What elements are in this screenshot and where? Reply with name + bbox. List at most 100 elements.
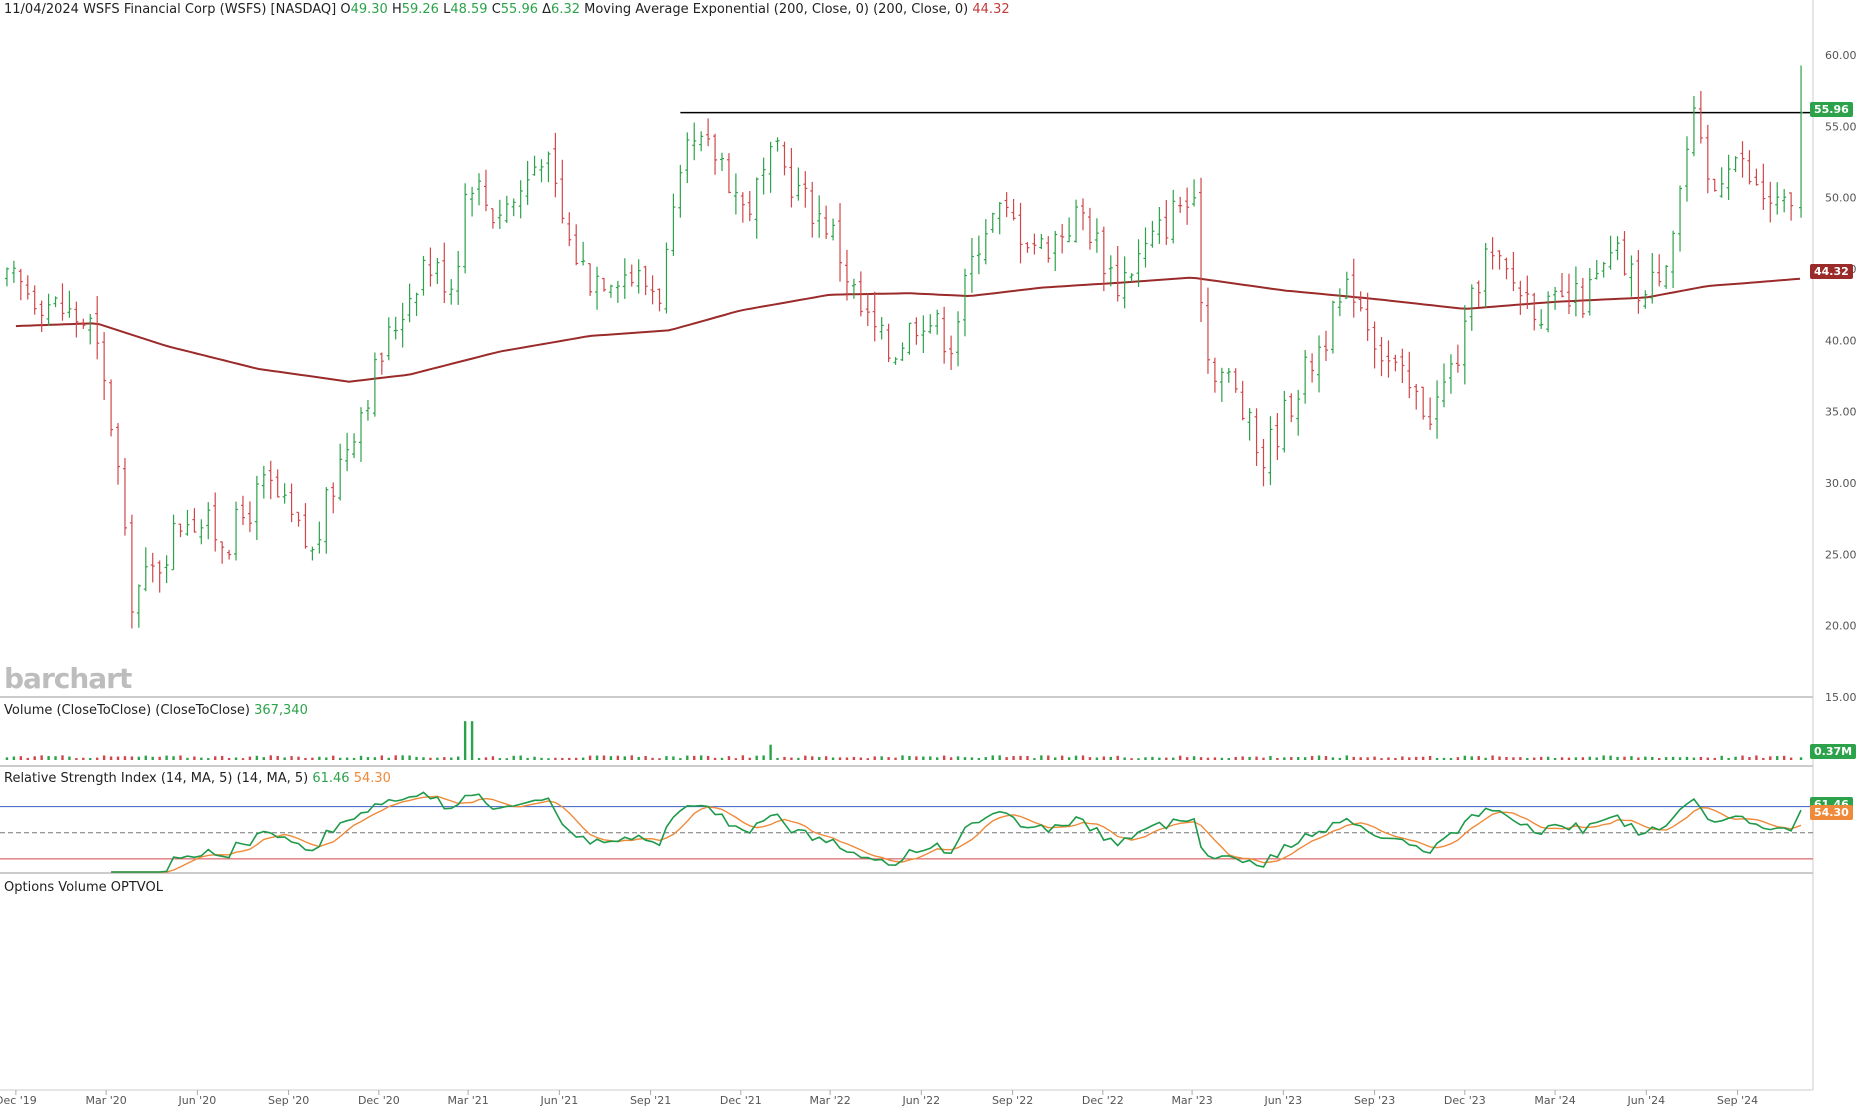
volume-bar: [1331, 757, 1335, 760]
volume-bar: [61, 755, 64, 760]
volume-bar: [75, 758, 78, 760]
volume-bar: [1234, 756, 1237, 760]
volume-bar: [179, 755, 182, 760]
volume-bar: [1799, 757, 1803, 760]
volume-bar: [207, 758, 210, 760]
open-label: O: [340, 2, 351, 17]
ma-label[interactable]: Moving Average Exponential (200, Close, …: [584, 2, 869, 17]
rsi-value: 61.46: [312, 771, 350, 786]
volume-bar: [1047, 755, 1050, 760]
volume-bar: [734, 758, 738, 760]
y-tick-label: 20.00: [1825, 620, 1857, 633]
rsi-params: (14, MA, 5): [236, 771, 309, 786]
volume-bar: [727, 756, 731, 760]
volume-bar: [1165, 757, 1168, 760]
volume-bar: [373, 757, 377, 760]
rsi-ma-value: 54.30: [353, 771, 391, 786]
volume-bar: [401, 755, 404, 760]
volume-bar: [1095, 757, 1099, 760]
low-value: 48.59: [450, 2, 488, 17]
volume-bar: [1720, 755, 1723, 760]
volume-bar: [255, 755, 259, 760]
volume-bar: [1172, 757, 1175, 760]
volume-bar: [1609, 755, 1612, 760]
volume-bar: [234, 757, 238, 760]
volume-label[interactable]: Volume (CloseToClose): [4, 703, 152, 718]
volume-bar: [977, 758, 981, 760]
volume-bar: [1317, 755, 1321, 760]
volume-bar: [1387, 757, 1390, 760]
volume-bar: [415, 756, 418, 760]
open-value: 49.30: [350, 2, 388, 17]
volume-bar: [1574, 757, 1578, 760]
rsi-line: [111, 791, 1802, 873]
volume-bar: [68, 756, 71, 760]
volume-bar: [665, 756, 668, 760]
y-tick-label: 30.00: [1825, 477, 1857, 490]
volume-bar: [811, 756, 814, 760]
volume-bar: [1692, 757, 1696, 760]
volume-bar: [873, 756, 876, 760]
x-tick-label: Sep '21: [630, 1094, 671, 1107]
volume-bar: [1373, 756, 1376, 760]
options-code: OPTVOL: [110, 880, 163, 895]
x-tick-label: Sep '20: [268, 1094, 309, 1107]
volume-bar: [1303, 757, 1307, 760]
volume-bar: [866, 758, 869, 760]
volume-bar: [1005, 757, 1008, 760]
volume-bar: [1658, 758, 1661, 760]
volume-bar: [19, 756, 23, 760]
volume-bar: [1789, 757, 1793, 760]
volume-bar: [1151, 756, 1154, 760]
volume-bar: [1748, 757, 1751, 760]
options-label[interactable]: Options Volume: [4, 880, 107, 895]
volume-bar: [318, 756, 321, 760]
volume-bar: [1567, 757, 1571, 760]
volume-bar: [1421, 756, 1425, 760]
volume-bar: [1595, 757, 1598, 760]
header-date: 11/04/2024: [4, 2, 79, 17]
volume-bar: [95, 757, 99, 760]
y-tick-label: 15.00: [1825, 691, 1857, 704]
volume-bar: [1345, 755, 1349, 760]
volume-bar: [1630, 756, 1633, 760]
volume-bar: [186, 757, 189, 760]
volume-bar: [1206, 757, 1210, 760]
rsi-ma-tag: 54.30: [1810, 805, 1853, 820]
rsi-label[interactable]: Relative Strength Index (14, MA, 5): [4, 771, 233, 786]
volume-bar: [26, 757, 29, 760]
low-label: L: [443, 2, 451, 17]
volume-bar: [512, 755, 515, 760]
volume-bar: [1623, 756, 1626, 760]
volume-bar: [540, 757, 543, 760]
volume-bar: [984, 757, 988, 760]
volume-bar: [956, 756, 960, 760]
volume-bar: [436, 757, 439, 760]
y-tick-label: 60.00: [1825, 49, 1857, 62]
last-price-tag: 55.96: [1810, 102, 1853, 117]
x-tick-label: Mar '21: [447, 1094, 488, 1107]
volume-bar: [1782, 755, 1786, 760]
volume-bar: [1484, 757, 1487, 760]
volume-bar: [1255, 756, 1258, 760]
volume-bar: [1290, 757, 1293, 760]
x-tick-label: Jun '21: [539, 1094, 578, 1107]
volume-bar: [998, 755, 1001, 760]
volume-bar: [248, 756, 252, 760]
y-tick-label: 55.00: [1825, 120, 1857, 133]
volume-bar: [908, 755, 911, 760]
volume-bar: [1435, 757, 1439, 760]
volume-bar: [859, 757, 863, 760]
volume-bar: [776, 757, 779, 760]
volume-bar: [1102, 756, 1106, 760]
volume-bar: [1762, 757, 1765, 760]
volume-bar: [706, 755, 710, 760]
volume-bar: [970, 757, 974, 760]
close-value: 55.96: [500, 2, 538, 17]
volume-bar: [477, 758, 481, 760]
volume-bar: [1685, 756, 1689, 760]
volume-bar: [1192, 756, 1196, 760]
volume-bar: [283, 757, 286, 760]
